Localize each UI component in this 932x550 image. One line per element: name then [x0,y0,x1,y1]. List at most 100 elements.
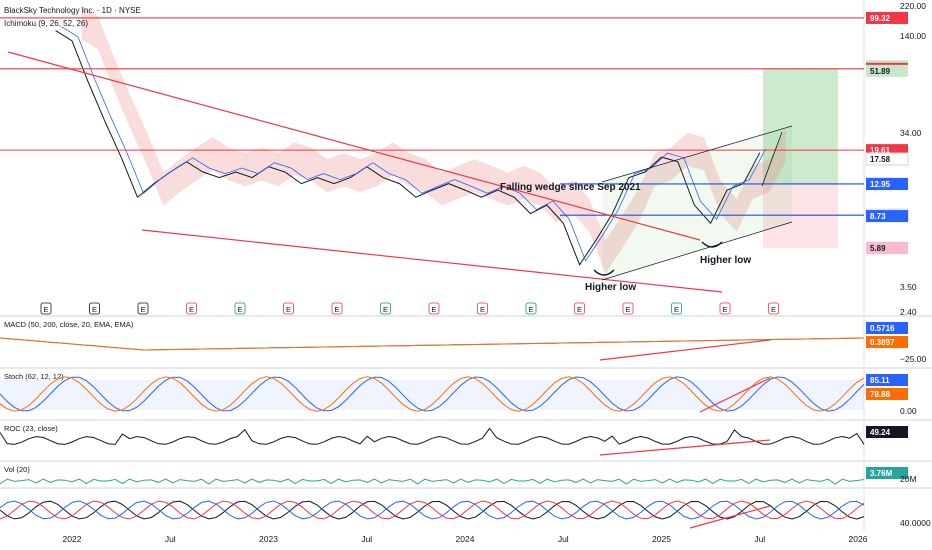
price-badge [866,210,908,223]
price-badge [866,11,908,24]
indicator-line [0,337,865,351]
wedge-upper-line [7,51,701,241]
price-badge [866,64,908,77]
x-tick-label: 2024 [456,534,475,544]
x-tick-label: 2026 [849,534,868,544]
higher-low-arc [593,269,615,276]
earnings-marker-label: E [237,305,242,314]
earnings-marker [428,302,440,315]
earnings-marker-label: E [625,305,630,314]
x-tick-label: Jul [361,534,372,544]
pane-value-badge [866,322,908,334]
earnings-marker [477,302,488,315]
earnings-marker-label: E [140,305,145,314]
earnings-marker-label: E [334,305,339,314]
wedge-lower-line [141,229,723,293]
pane-value-label: 85.11 [870,376,890,385]
higher-low-arc [701,241,723,248]
pane-value-badge [866,388,908,400]
earnings-marker-label: E [771,305,776,314]
pane-title: Stoch (62, 12, 12) [4,372,64,381]
price-badge [865,152,909,166]
earnings-marker-label: E [722,305,727,314]
price-badge-label: 5.89 [870,244,886,253]
dmi-line [0,500,865,520]
channel-lower-line [601,221,793,281]
trend-arrow [689,505,771,529]
pane-value-label: 78.88 [870,390,891,399]
x-tick-label: 2023 [259,534,278,544]
pane-tick-label: 40.0000 [900,518,931,528]
earnings-marker [137,302,149,315]
earnings-marker [719,302,731,315]
earnings-marker-label: E [92,305,97,314]
price-badge-label: 51.89 [870,67,891,76]
pane-title: Vol (20) [4,465,30,474]
earnings-marker-label: E [480,305,485,314]
earnings-marker-label: E [431,305,436,314]
earnings-marker [186,302,197,315]
price-badge-label: 8.73 [870,212,886,221]
price-badge-label: 17.58 [870,155,891,164]
indicator-line [0,376,865,412]
projection-arrow [761,131,783,187]
annotation-label: Higher low [585,282,636,293]
indicator-line [0,376,865,412]
earnings-marker [234,302,246,315]
y-tick-label: 34.00 [900,128,922,138]
trend-arrow [599,439,771,456]
earnings-marker-label: E [674,305,679,314]
price-badge [866,177,908,190]
dmi-line [0,500,865,520]
pane-value-label: 0.3897 [870,338,895,347]
earnings-marker [283,302,294,315]
earnings-marker-label: E [577,305,582,314]
pane-tick-label: −25.00 [900,354,927,364]
earnings-marker-label: E [189,305,194,314]
earnings-marker [331,302,343,315]
earnings-marker [89,302,100,315]
price-badge-label: 99.32 [870,14,891,23]
price-badge-label: 19.61 [870,146,891,155]
price-badge [866,242,908,255]
profit-zone [763,68,838,184]
y-tick-label: 140.00 [900,31,926,41]
channel-fill [602,126,792,280]
y-tick-label: 3.50 [900,282,917,292]
pane-value-label: 49.24 [870,428,891,437]
indicator-line [0,427,865,445]
conversion-line [61,26,767,262]
pane-value-badge [866,374,908,386]
dmi-line [0,500,865,520]
channel-upper-line [601,125,793,183]
pane-value-badge [866,467,908,479]
earnings-marker [525,302,537,315]
pane-value-label: 0.5716 [870,324,895,333]
x-tick-label: 2025 [652,534,671,544]
earnings-marker [380,302,391,315]
earnings-marker-label: E [528,305,533,314]
indicator-label: Ichimoku (9, 26, 52, 26) [4,19,89,28]
earnings-marker-label: E [383,305,388,314]
earnings-marker [622,302,634,315]
earnings-marker-label: E [286,305,291,314]
x-tick-label: 2022 [63,534,82,544]
pane-value-label: 3.76M [870,469,893,478]
trend-arrow [699,377,771,413]
annotation-label: Higher low [700,255,751,266]
earnings-marker [768,302,779,315]
y-tick-label: 2.40 [900,307,917,317]
x-tick-label: Jul [558,534,569,544]
chart-title: BlackSky Technology Inc. · 1D · NYSE [4,6,141,15]
pane-value-badge [866,336,908,348]
stop-zone [763,183,838,248]
indicator-line [0,478,865,485]
x-tick-label: Jul [754,534,765,544]
pane-tick-label: 20M [900,474,917,484]
pane-tick-label: 0.00 [900,406,917,416]
x-tick-label: Jul [165,534,176,544]
earnings-marker-label: E [43,305,48,314]
y-tick-label: 220.00 [900,1,926,11]
pane-value-badge [866,426,908,438]
